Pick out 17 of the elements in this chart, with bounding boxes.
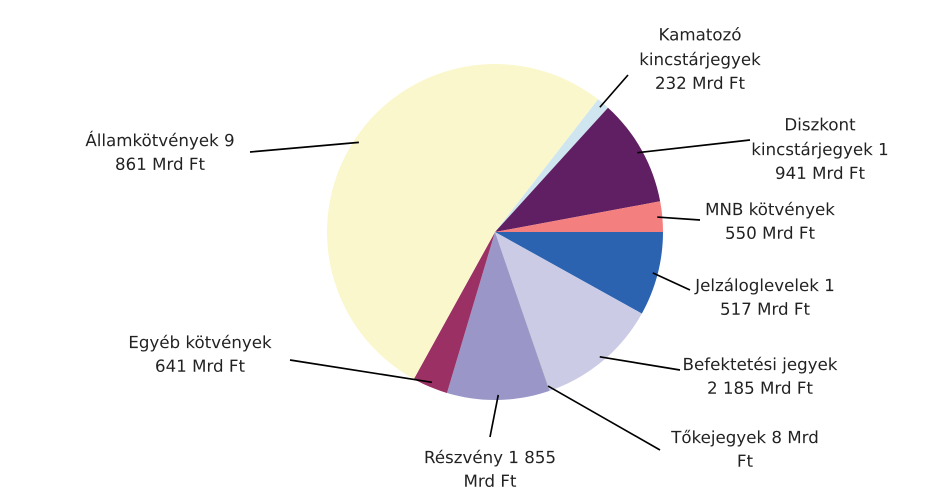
pie-slice [495, 201, 663, 232]
slice-label: Államkötvények 9 861 Mrd Ft [86, 130, 234, 170]
slice-label: Diszkont kincstárjegyek 1 941 Mrd Ft [752, 118, 888, 180]
pie-slice [495, 99, 608, 232]
pie-slice [327, 64, 598, 380]
pie-slice [414, 232, 495, 393]
pie-slice [495, 232, 642, 391]
slice-label: Befektetési jegyek 2 185 Mrd Ft [684, 356, 838, 394]
slice-label: Kamatozó kincstárjegyek 232 Mrd Ft [640, 27, 761, 90]
slice-label: Részvény 1 855 Mrd Ft [426, 450, 555, 488]
slice-label: Egyéb kötvények 641 Mrd Ft [130, 334, 272, 372]
slice-label: MNB kötvények 550 Mrd Ft [706, 202, 835, 240]
slice-label: Tőkejegyek 8 Mrd Ft [671, 430, 818, 467]
slice-label: Jelzáloglevelek 1 517 Mrd Ft [694, 278, 834, 316]
pie-slice [446, 232, 550, 400]
pie-slice [495, 108, 660, 232]
pie-slice [495, 232, 663, 314]
